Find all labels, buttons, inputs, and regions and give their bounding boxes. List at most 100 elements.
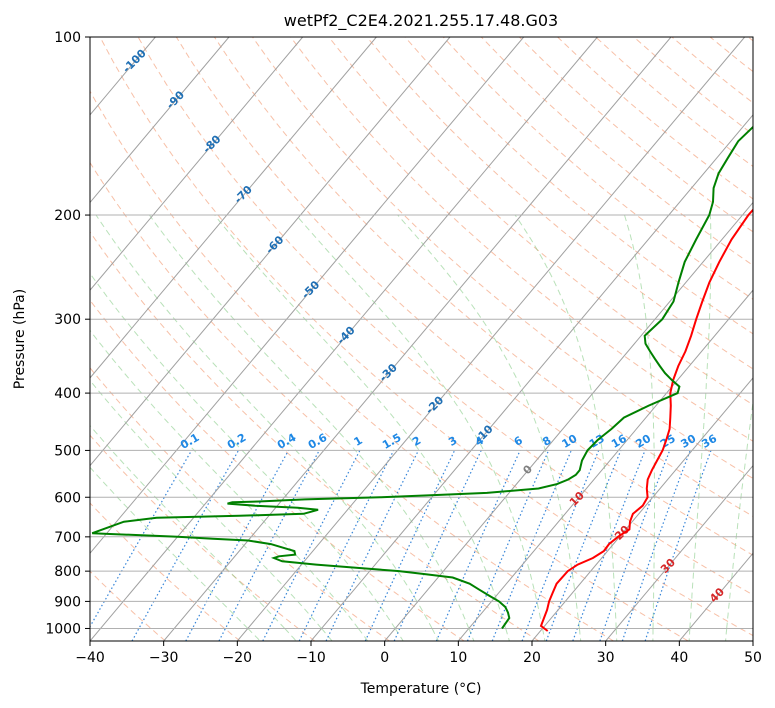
moist-adiabat bbox=[358, 628, 369, 641]
moist-adiabat bbox=[90, 379, 322, 629]
dry-adiabat bbox=[90, 90, 689, 641]
mixing-ratio-label: 30 bbox=[679, 432, 699, 451]
mixing-ratio-label: 1 bbox=[352, 434, 365, 449]
dry-adiabat bbox=[90, 502, 241, 641]
dry-adiabat bbox=[404, 37, 753, 335]
dry-adiabat bbox=[213, 37, 753, 517]
isotherm-line bbox=[90, 37, 304, 291]
dry-adiabat bbox=[90, 434, 316, 641]
y-tick-label: 700 bbox=[54, 530, 81, 546]
moist-adiabat bbox=[90, 424, 286, 629]
chart-title: wetPf2_C2E4.2021.255.17.48.G03 bbox=[284, 11, 558, 31]
y-tick-label: 400 bbox=[54, 386, 81, 402]
mixing-ratio-line bbox=[545, 450, 622, 641]
mixing-ratio-line bbox=[393, 450, 482, 641]
moist-adiabat bbox=[284, 628, 297, 641]
dry-adiabat bbox=[90, 367, 390, 641]
x-tick-label: 0 bbox=[380, 650, 389, 666]
moist-adiabat bbox=[624, 214, 655, 629]
moist-adiabat bbox=[505, 628, 510, 641]
y-tick-label: 100 bbox=[54, 30, 81, 46]
moist-adiabat bbox=[247, 628, 261, 641]
moist-adiabat bbox=[578, 628, 582, 641]
mixing-ratio-line bbox=[185, 450, 290, 641]
dry-adiabat bbox=[252, 37, 753, 479]
x-tick-label: −20 bbox=[223, 650, 253, 666]
mixing-ratio-label: 1.5 bbox=[380, 431, 403, 452]
isotherm-line bbox=[236, 37, 746, 641]
moist-adiabat bbox=[542, 628, 546, 641]
moist-adiabat bbox=[725, 628, 728, 641]
mixing-ratio-label: 3 bbox=[446, 434, 459, 449]
dry-adiabat bbox=[366, 37, 753, 370]
x-axis-ticks: −40 −30 −20 −10 0 10 20 30 40 50 bbox=[75, 641, 762, 666]
isotherm-line bbox=[90, 37, 230, 204]
dry-adiabat bbox=[595, 37, 753, 168]
dry-adiabat bbox=[442, 37, 753, 300]
isotherm-line bbox=[163, 37, 672, 641]
y-tick-label: 300 bbox=[54, 312, 81, 328]
dry-adiabat bbox=[90, 299, 465, 641]
x-tick-label: −10 bbox=[296, 650, 326, 666]
isotherm-line bbox=[90, 37, 525, 555]
isotherm-label: -60 bbox=[263, 233, 286, 256]
isotherm-line bbox=[90, 37, 598, 641]
isotherm-line bbox=[384, 201, 753, 641]
x-tick-label: 50 bbox=[744, 650, 762, 666]
dry-adiabat bbox=[328, 37, 753, 406]
x-tick-label: −40 bbox=[75, 650, 105, 666]
mixing-ratio-label: 2 bbox=[410, 434, 423, 449]
moist-adiabat bbox=[214, 214, 507, 629]
temperature-line bbox=[539, 208, 753, 632]
mixing-ratio-label: 8 bbox=[540, 434, 553, 449]
isotherm-label: -50 bbox=[299, 278, 322, 301]
y-tick-label: 200 bbox=[54, 208, 81, 224]
mixing-ratio-line bbox=[521, 450, 600, 641]
moist-adiabat bbox=[468, 628, 475, 641]
mixing-ratio-label: 10 bbox=[560, 432, 580, 451]
moist-adiabat bbox=[90, 466, 249, 629]
x-tick-label: 40 bbox=[670, 650, 688, 666]
x-axis-label: Temperature (°C) bbox=[360, 681, 482, 697]
y-tick-label: 500 bbox=[54, 443, 81, 459]
dry-adiabat bbox=[90, 231, 540, 641]
plot-frame bbox=[89, 36, 754, 642]
y-tick-label: 900 bbox=[54, 594, 81, 610]
isotherm-label: -80 bbox=[200, 132, 223, 155]
mixing-ratio-labels: 0.1 0.2 0.4 0.6 1 1.5 2 3 4 6 8 10 13 16 20 25 30 36 bbox=[178, 431, 719, 452]
mixing-ratio-label: 0.1 bbox=[178, 431, 201, 452]
moist-adiabat bbox=[689, 214, 712, 629]
y-tick-label: 800 bbox=[54, 564, 81, 580]
x-tick-label: 20 bbox=[523, 650, 541, 666]
mixing-ratio-line bbox=[325, 450, 419, 641]
dry-adiabat bbox=[90, 570, 166, 641]
mixing-ratio-label: 0.4 bbox=[275, 431, 299, 452]
mixing-ratio-line bbox=[466, 450, 550, 641]
isotherm-line bbox=[752, 640, 753, 641]
moist-adiabat bbox=[688, 628, 691, 641]
dry-adiabat bbox=[175, 37, 753, 556]
moist-adiabat bbox=[394, 628, 404, 641]
dry-adiabat bbox=[290, 37, 753, 442]
mixing-ratio-label: 20 bbox=[633, 432, 653, 451]
dry-adiabat bbox=[137, 37, 753, 596]
isotherm-line bbox=[605, 464, 753, 641]
isotherm-line bbox=[0, 37, 8, 641]
grid bbox=[0, 37, 753, 641]
isotherm-line bbox=[90, 37, 377, 379]
isotherm-line bbox=[310, 114, 753, 641]
dry-adiabat bbox=[90, 161, 614, 641]
y-tick-label: 1000 bbox=[45, 621, 81, 637]
y-axis-label: Pressure (hPa) bbox=[12, 289, 28, 389]
series-group bbox=[91, 125, 753, 632]
isotherm-line bbox=[531, 377, 753, 641]
isotherm-line bbox=[457, 289, 753, 641]
moist-adiabat bbox=[321, 628, 333, 641]
mixing-ratio-line bbox=[599, 450, 671, 641]
mixing-ratio-line bbox=[644, 450, 712, 641]
dewpoint-line bbox=[91, 125, 753, 630]
isotherm-line bbox=[90, 37, 451, 467]
dry-adiabat bbox=[99, 37, 753, 637]
